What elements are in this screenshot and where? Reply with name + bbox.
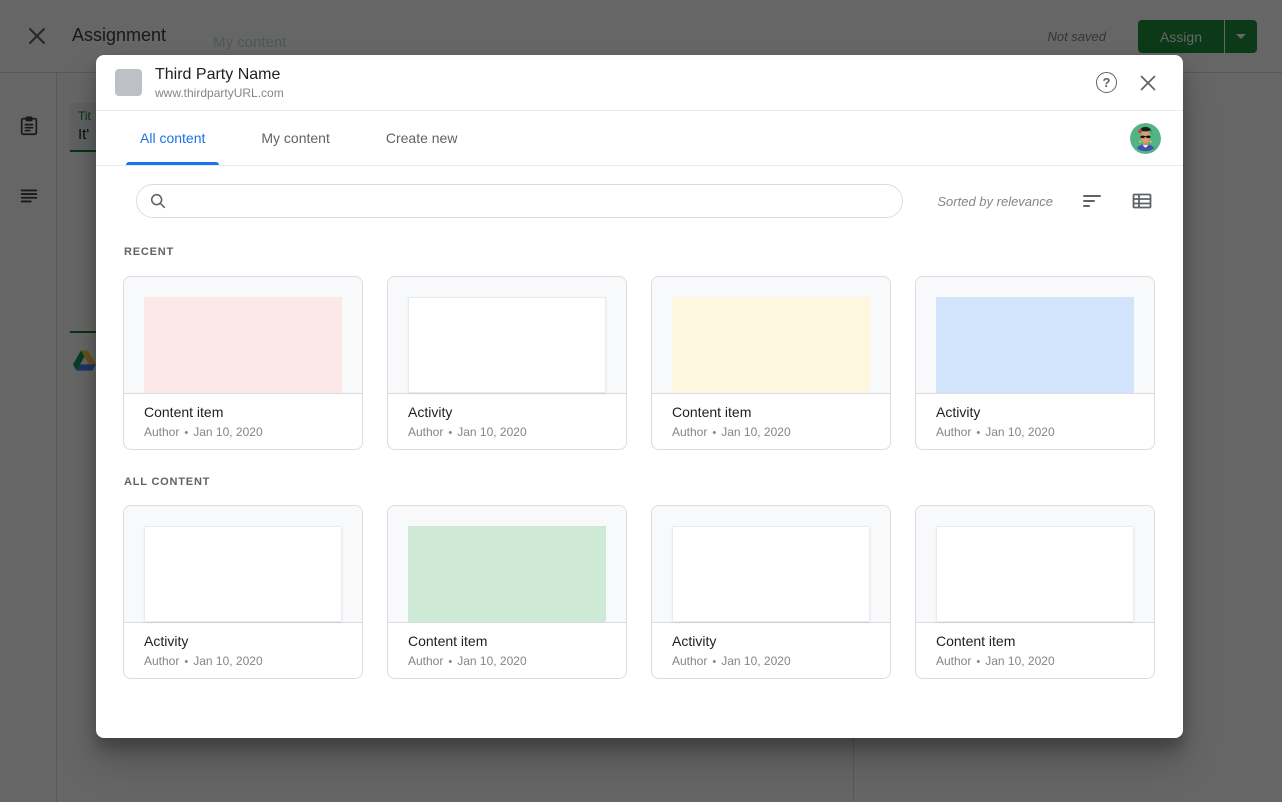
card-thumbnail bbox=[144, 526, 342, 622]
all-content-card-row: Activity Author • Jan 10, 2020 Content ite… bbox=[123, 505, 1155, 679]
card-title: Activity bbox=[672, 633, 717, 649]
sort-icon[interactable] bbox=[1081, 190, 1103, 212]
list-view-icon[interactable] bbox=[1131, 190, 1153, 212]
search-input[interactable] bbox=[177, 193, 890, 209]
section-label-recent: RECENT bbox=[124, 246, 175, 258]
content-card[interactable]: Activity Author • Jan 10, 2020 bbox=[387, 276, 627, 450]
card-thumbnail bbox=[144, 297, 342, 393]
card-thumbnail bbox=[672, 297, 870, 393]
card-title: Content item bbox=[672, 404, 752, 420]
card-thumbnail bbox=[408, 526, 606, 622]
avatar[interactable] bbox=[1130, 123, 1161, 154]
recent-card-row: Content item Author • Jan 10, 2020 Activit… bbox=[123, 276, 1155, 450]
content-card[interactable]: Content item Author • Jan 10, 2020 bbox=[387, 505, 627, 679]
card-meta: Author • Jan 10, 2020 bbox=[144, 425, 263, 439]
content-card[interactable]: Content item Author • Jan 10, 2020 bbox=[651, 276, 891, 450]
dialog-header: Third Party Name www.thirdpartyURL.com ? bbox=[96, 55, 1183, 111]
tab-all-content[interactable]: All content bbox=[125, 111, 220, 165]
search-bar[interactable] bbox=[136, 184, 903, 218]
content-card[interactable]: Activity Author • Jan 10, 2020 bbox=[915, 276, 1155, 450]
content-card[interactable]: Activity Author • Jan 10, 2020 bbox=[651, 505, 891, 679]
card-meta: Author • Jan 10, 2020 bbox=[936, 654, 1055, 668]
card-title: Activity bbox=[144, 633, 189, 649]
dialog-url: www.thirdpartyURL.com bbox=[155, 85, 284, 100]
card-meta: Author • Jan 10, 2020 bbox=[672, 425, 791, 439]
tab-create-new[interactable]: Create new bbox=[385, 130, 458, 146]
card-meta: Author • Jan 10, 2020 bbox=[672, 654, 791, 668]
tab-my-content[interactable]: My content bbox=[261, 130, 330, 146]
dialog-toolbar: Sorted by relevance bbox=[96, 184, 1183, 218]
search-icon bbox=[150, 193, 166, 209]
third-party-picker-dialog: Third Party Name www.thirdpartyURL.com ?… bbox=[96, 55, 1183, 738]
content-card[interactable]: Content item Author • Jan 10, 2020 bbox=[915, 505, 1155, 679]
dialog-title: Third Party Name bbox=[155, 66, 281, 84]
card-thumbnail bbox=[408, 297, 606, 393]
card-meta: Author • Jan 10, 2020 bbox=[936, 425, 1055, 439]
dialog-tabs: All content My content Create new bbox=[96, 111, 1183, 166]
section-label-all-content: ALL CONTENT bbox=[124, 476, 211, 488]
card-title: Content item bbox=[936, 633, 1016, 649]
card-meta: Author • Jan 10, 2020 bbox=[408, 654, 527, 668]
third-party-logo bbox=[115, 69, 142, 96]
card-title: Content item bbox=[144, 404, 224, 420]
card-title: Activity bbox=[408, 404, 453, 420]
card-thumbnail bbox=[672, 526, 870, 622]
help-icon[interactable]: ? bbox=[1096, 72, 1117, 93]
card-title: Content item bbox=[408, 633, 488, 649]
card-meta: Author • Jan 10, 2020 bbox=[144, 654, 263, 668]
card-meta: Author • Jan 10, 2020 bbox=[408, 425, 527, 439]
card-thumbnail bbox=[936, 297, 1134, 393]
card-title: Activity bbox=[936, 404, 981, 420]
close-dialog-icon[interactable] bbox=[1139, 74, 1157, 92]
card-thumbnail bbox=[936, 526, 1134, 622]
content-card[interactable]: Activity Author • Jan 10, 2020 bbox=[123, 505, 363, 679]
content-card[interactable]: Content item Author • Jan 10, 2020 bbox=[123, 276, 363, 450]
sort-status-text: Sorted by relevance bbox=[937, 193, 1053, 209]
